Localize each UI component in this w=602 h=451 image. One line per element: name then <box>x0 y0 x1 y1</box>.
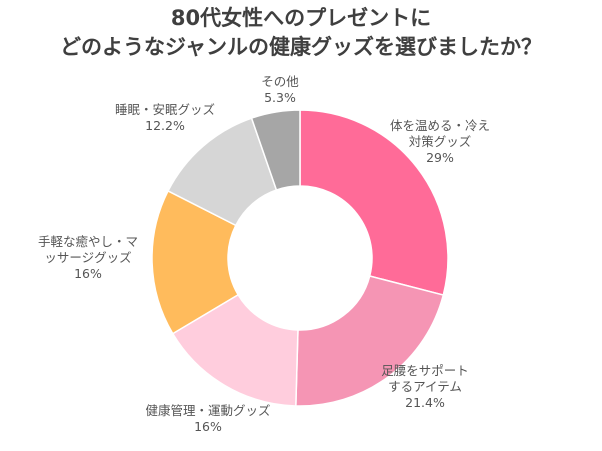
slice-value-label-4: 12.2% <box>145 118 185 133</box>
slice-value-label-5: 5.3% <box>264 90 296 105</box>
slice-value-label-0: 29% <box>426 150 454 165</box>
donut-slice-1 <box>295 275 445 407</box>
slice-value-label-1: 21.4% <box>405 395 445 410</box>
slice-category-label-1-1: するアイテム <box>388 379 462 394</box>
slice-category-label-3-0: 手軽な癒やし・マ <box>38 234 138 249</box>
slice-value-label-2: 16% <box>194 419 222 434</box>
slice-category-label-4-0: 睡眠・安眠グッズ <box>115 102 215 117</box>
slice-category-label-0-1: 対策グッズ <box>409 134 472 149</box>
donut-slice-0 <box>299 109 449 296</box>
slice-value-label-3: 16% <box>74 266 102 281</box>
slice-category-label-0-0: 体を温める・冷え <box>390 118 490 133</box>
donut-slice-5 <box>250 109 301 191</box>
slice-category-label-1-0: 足腰をサポート <box>381 363 469 378</box>
slice-category-label-3-1: ッサージグッズ <box>44 250 131 265</box>
slice-category-label-2-0: 健康管理・運動グッズ <box>145 403 270 418</box>
slice-category-label-5-0: その他 <box>261 74 299 89</box>
chart-title-line-1: 80代女性へのプレゼントに <box>170 6 432 30</box>
donut-slices <box>151 109 449 407</box>
chart-title-line-2: どのようなジャンルの健康グッズを選びましたか？ <box>60 35 542 59</box>
